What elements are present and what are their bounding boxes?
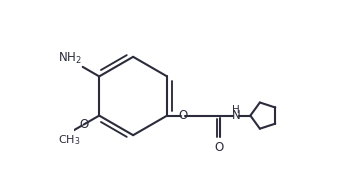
Text: O: O [214, 141, 224, 154]
Text: NH$_2$: NH$_2$ [58, 51, 82, 66]
Text: O: O [79, 118, 88, 131]
Text: O: O [178, 109, 187, 122]
Text: CH$_3$: CH$_3$ [58, 133, 80, 147]
Text: N: N [232, 109, 240, 122]
Text: H: H [232, 104, 240, 115]
